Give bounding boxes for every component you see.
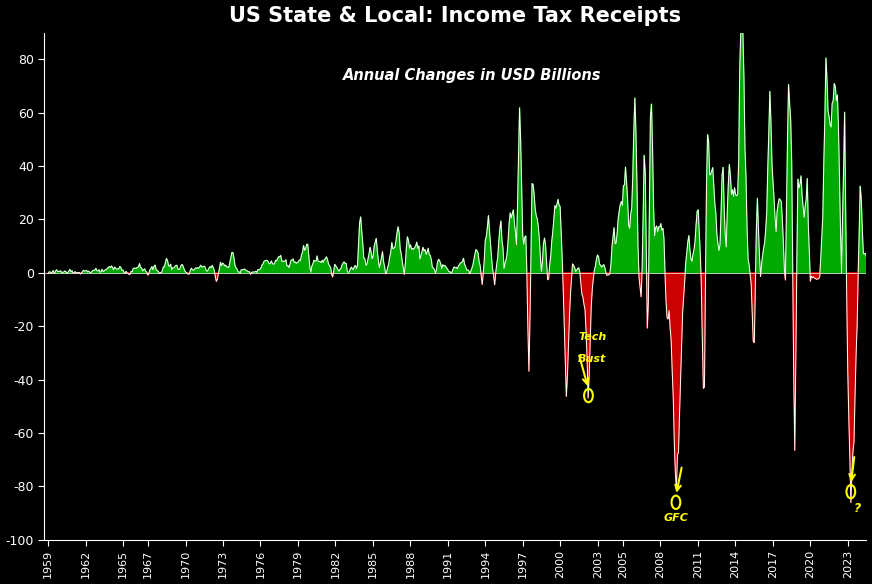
Text: Tech: Tech — [578, 332, 606, 342]
Text: ?: ? — [854, 502, 861, 515]
Text: Bust: Bust — [578, 353, 606, 364]
Text: Annual Changes in USD Billions: Annual Changes in USD Billions — [343, 68, 601, 83]
Title: US State & Local: Income Tax Receipts: US State & Local: Income Tax Receipts — [229, 6, 681, 26]
Text: GFC: GFC — [664, 513, 688, 523]
